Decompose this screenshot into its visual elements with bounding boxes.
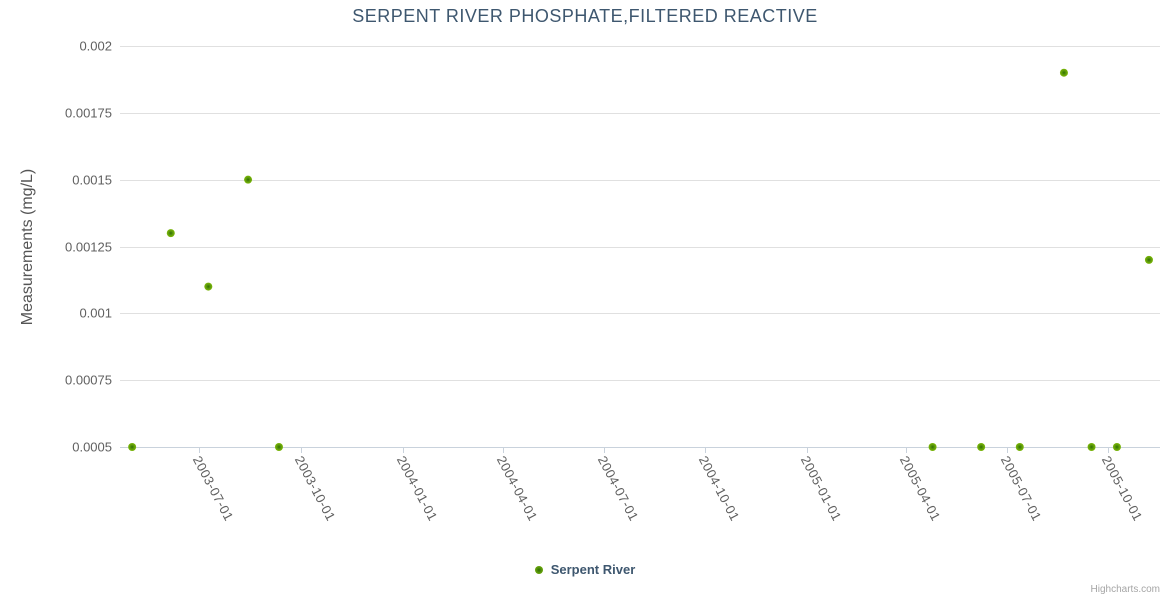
data-point[interactable]: [166, 229, 175, 238]
chart-title: SERPENT RIVER PHOSPHATE,FILTERED REACTIV…: [352, 6, 818, 26]
x-axis-tick-label: 2005-04-01: [897, 453, 944, 523]
y-axis-tick-label: 0.002: [79, 39, 112, 54]
x-axis-tick-label: 2004-07-01: [595, 453, 642, 523]
axis-labels: 0.0005 0.00075 0.001 0.00125 0.0015 0.00175 0.…: [65, 39, 1146, 524]
x-axis-tick-label: 2005-10-01: [1099, 453, 1146, 523]
data-point[interactable]: [928, 443, 937, 451]
data-points: [128, 68, 1153, 451]
highcharts-credits-link[interactable]: Highcharts.com: [1090, 584, 1160, 595]
y-axis-tick-label: 0.00075: [65, 373, 112, 388]
y-axis-tick-label: 0.00175: [65, 106, 112, 121]
gridlines: [120, 46, 1160, 448]
y-axis-tick-label: 0.0015: [72, 173, 112, 188]
x-axis-tick-label: 2004-04-01: [494, 453, 541, 523]
data-point[interactable]: [244, 175, 253, 184]
data-point[interactable]: [128, 443, 137, 451]
legend-marker-icon: [534, 565, 543, 574]
axes: [120, 447, 1160, 453]
y-axis-tick-label: 0.0005: [72, 440, 112, 455]
y-axis-tick-label: 0.001: [79, 306, 112, 321]
x-axis-tick-label: 2005-01-01: [798, 453, 845, 523]
data-point[interactable]: [274, 443, 283, 451]
data-point[interactable]: [1015, 443, 1024, 451]
x-axis-tick-label: 2003-07-01: [190, 453, 237, 523]
data-point[interactable]: [204, 282, 213, 291]
data-point[interactable]: [1112, 443, 1121, 451]
data-point[interactable]: [1087, 443, 1096, 451]
y-axis-tick-label: 0.00125: [65, 240, 112, 255]
x-axis-tick-label: 2004-10-01: [696, 453, 743, 523]
data-point[interactable]: [977, 443, 986, 451]
legend[interactable]: Serpent River: [0, 562, 1170, 577]
legend-series-label: Serpent River: [550, 562, 636, 577]
data-point[interactable]: [1144, 255, 1153, 264]
x-axis-tick-label: 2004-01-01: [394, 453, 441, 523]
x-axis-tick-label: 2003-10-01: [292, 453, 339, 523]
y-axis-title: Measurements (mg/L): [19, 168, 36, 326]
x-axis-tick-label: 2005-07-01: [998, 453, 1045, 523]
data-point[interactable]: [1059, 68, 1068, 77]
